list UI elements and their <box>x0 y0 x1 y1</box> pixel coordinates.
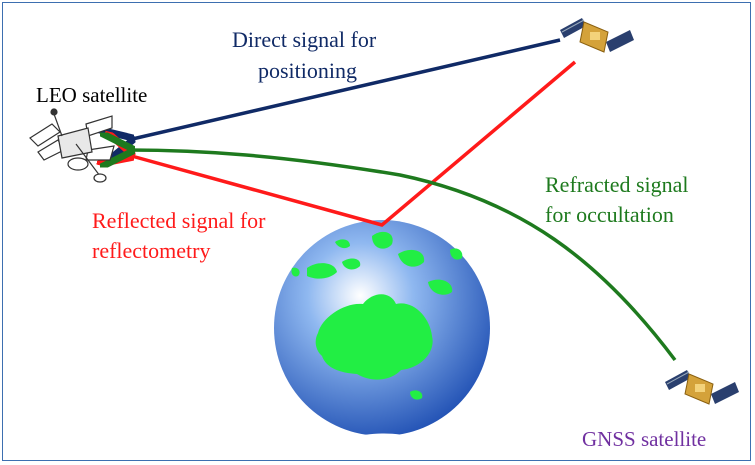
reflected-signal-arrow <box>128 60 577 227</box>
refracted-signal-label-line1: Refracted signal <box>545 172 689 197</box>
gnss-satellite-icon <box>665 370 739 405</box>
earth-globe-icon <box>274 220 490 441</box>
leo-satellite-label: LEO satellite <box>36 83 147 107</box>
direct-signal-arrow <box>128 38 561 140</box>
refracted-signal-arrow <box>128 150 677 362</box>
refracted-signal-label-line2: for occultation <box>545 202 674 227</box>
gnss-satellite-label: GNSS satellite <box>582 427 706 451</box>
direct-signal-label-line2: positioning <box>258 58 357 83</box>
reflected-signal-label-line1: Reflected signal for <box>92 208 266 233</box>
leo-satellite-icon <box>29 108 115 183</box>
gnss-satellite-icon <box>560 18 634 53</box>
reflected-signal-label-line2: reflectometry <box>92 238 211 263</box>
direct-signal-label-line1: Direct signal for <box>232 27 377 52</box>
